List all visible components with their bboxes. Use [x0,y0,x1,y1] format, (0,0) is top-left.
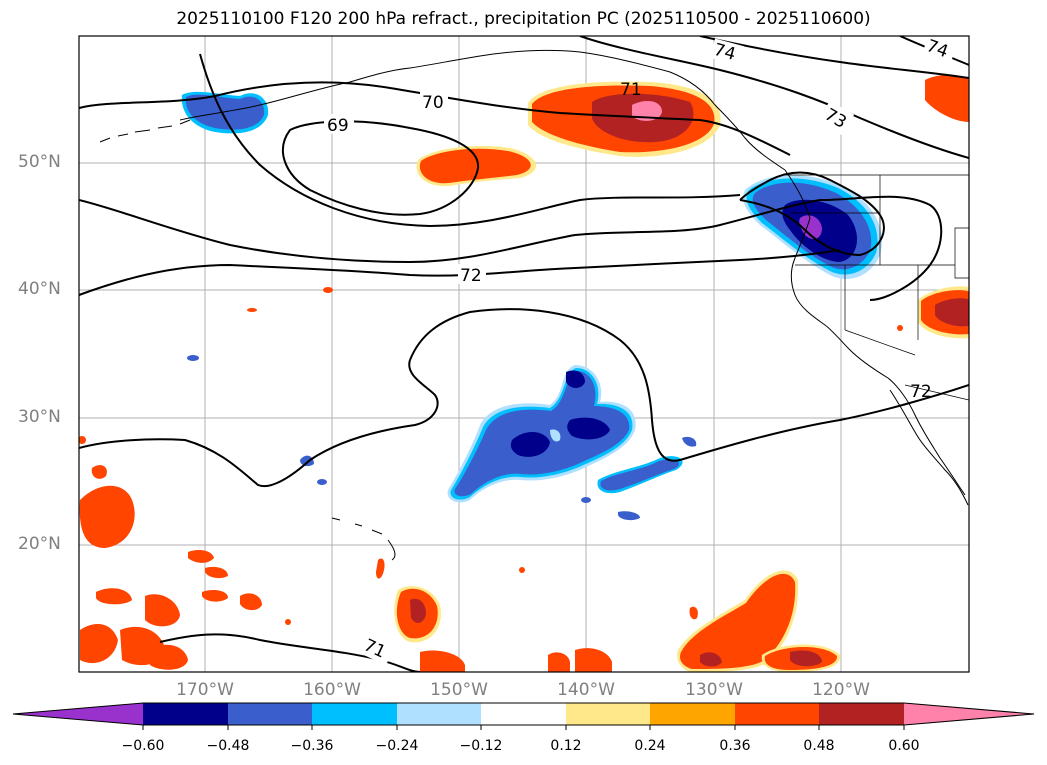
pacific-northwest-negative-blob [743,175,882,279]
contour-71 [79,199,821,264]
colorbar-extend-high [904,703,1034,725]
hawaii-islands [331,517,396,561]
contour-label-69: 69 [327,116,349,136]
lat-label-40n: 40°N [18,279,61,299]
contour-label-71: 71 [620,80,642,100]
colorbar [12,702,1035,730]
contour-70b [199,53,741,228]
contour-72-east [819,195,943,301]
colorbar-label-pos060: 0.60 [888,738,920,754]
colorbar-bin-7 [650,703,735,725]
colorbar-bin-2 [228,703,312,725]
lat-label-30n: 30°N [18,407,61,427]
negative-anomaly-areas [181,91,882,521]
plot-area: 69 70 71 72 73 74 74 72 71 [79,36,969,672]
colorbar-label-neg060: −0.60 [121,738,165,754]
colorbar-label-pos048: 0.48 [803,738,835,754]
colorbar-label-neg024: −0.24 [375,738,419,754]
aleutians [99,119,191,143]
contour-label-72-coast: 72 [910,382,932,402]
hawaii-area-positive-blobs [376,558,612,672]
lon-label-170w: 170°W [176,680,234,700]
colorbar-bin-9 [819,703,904,725]
colorbar-label-neg036: −0.36 [290,738,334,754]
baja-coastline [889,389,969,506]
alaska-coastline [179,49,786,171]
great-basin-positive-blob [918,286,969,339]
lat-label-50n: 50°N [18,152,61,172]
contour-72-loop [409,308,969,462]
colorbar-ticks [142,725,905,730]
small-negative-blobs [187,355,697,521]
colorbar-bin-5 [481,703,566,725]
southeast-positive-blobs [677,570,841,672]
coastlines [99,49,969,561]
contour-72-west [79,359,439,488]
northeast-corner-positive-blob [925,74,969,122]
contour-74 [699,36,969,79]
contour-73 [579,36,969,159]
colorbar-bin-3 [312,703,397,725]
colorbar-label-pos036: 0.36 [719,738,751,754]
colorbar-extend-low [13,703,143,725]
gulf-of-alaska-positive-blob [528,81,721,157]
lon-label-160w: 160°W [303,680,361,700]
colorbar-bin-1 [143,703,228,725]
colorbar-bin-6 [566,703,650,725]
lon-label-140w: 140°W [557,680,615,700]
positive-anomaly-areas [79,74,969,672]
lon-label-130w: 130°W [685,680,743,700]
southwest-positive-blobs [79,465,262,670]
us-west-coastline [790,217,966,496]
lat-label-20n: 20°N [18,534,61,554]
lon-label-120w: 120°W [812,680,870,700]
central-pacific-positive-blob [416,145,537,187]
central-pacific-negative-blob [447,365,636,503]
lon-label-150w: 150°W [430,680,488,700]
small-positive-dots [79,287,903,625]
colorbar-label-neg048: −0.48 [206,738,250,754]
colorbar-label-pos012: 0.12 [550,738,582,754]
map-title: 2025110100 F120 200 hPa refract., precip… [176,9,871,29]
contour-71-south [159,633,421,672]
contour-inner-coast [739,171,885,257]
contour-label-72: 72 [460,266,482,286]
colorbar-label-neg012: −0.12 [459,738,503,754]
colorbar-bin-8 [735,703,819,725]
colorbar-bin-4 [397,703,481,725]
bc-coastline [784,169,811,219]
refractivity-contours [79,36,969,672]
plot-frame [78,35,970,673]
contour-69 [281,120,480,216]
contour-label-70: 70 [422,93,444,113]
colorbar-label-pos024: 0.24 [634,738,666,754]
contour-label-group: 69 70 71 72 73 74 74 72 71 [324,36,958,666]
